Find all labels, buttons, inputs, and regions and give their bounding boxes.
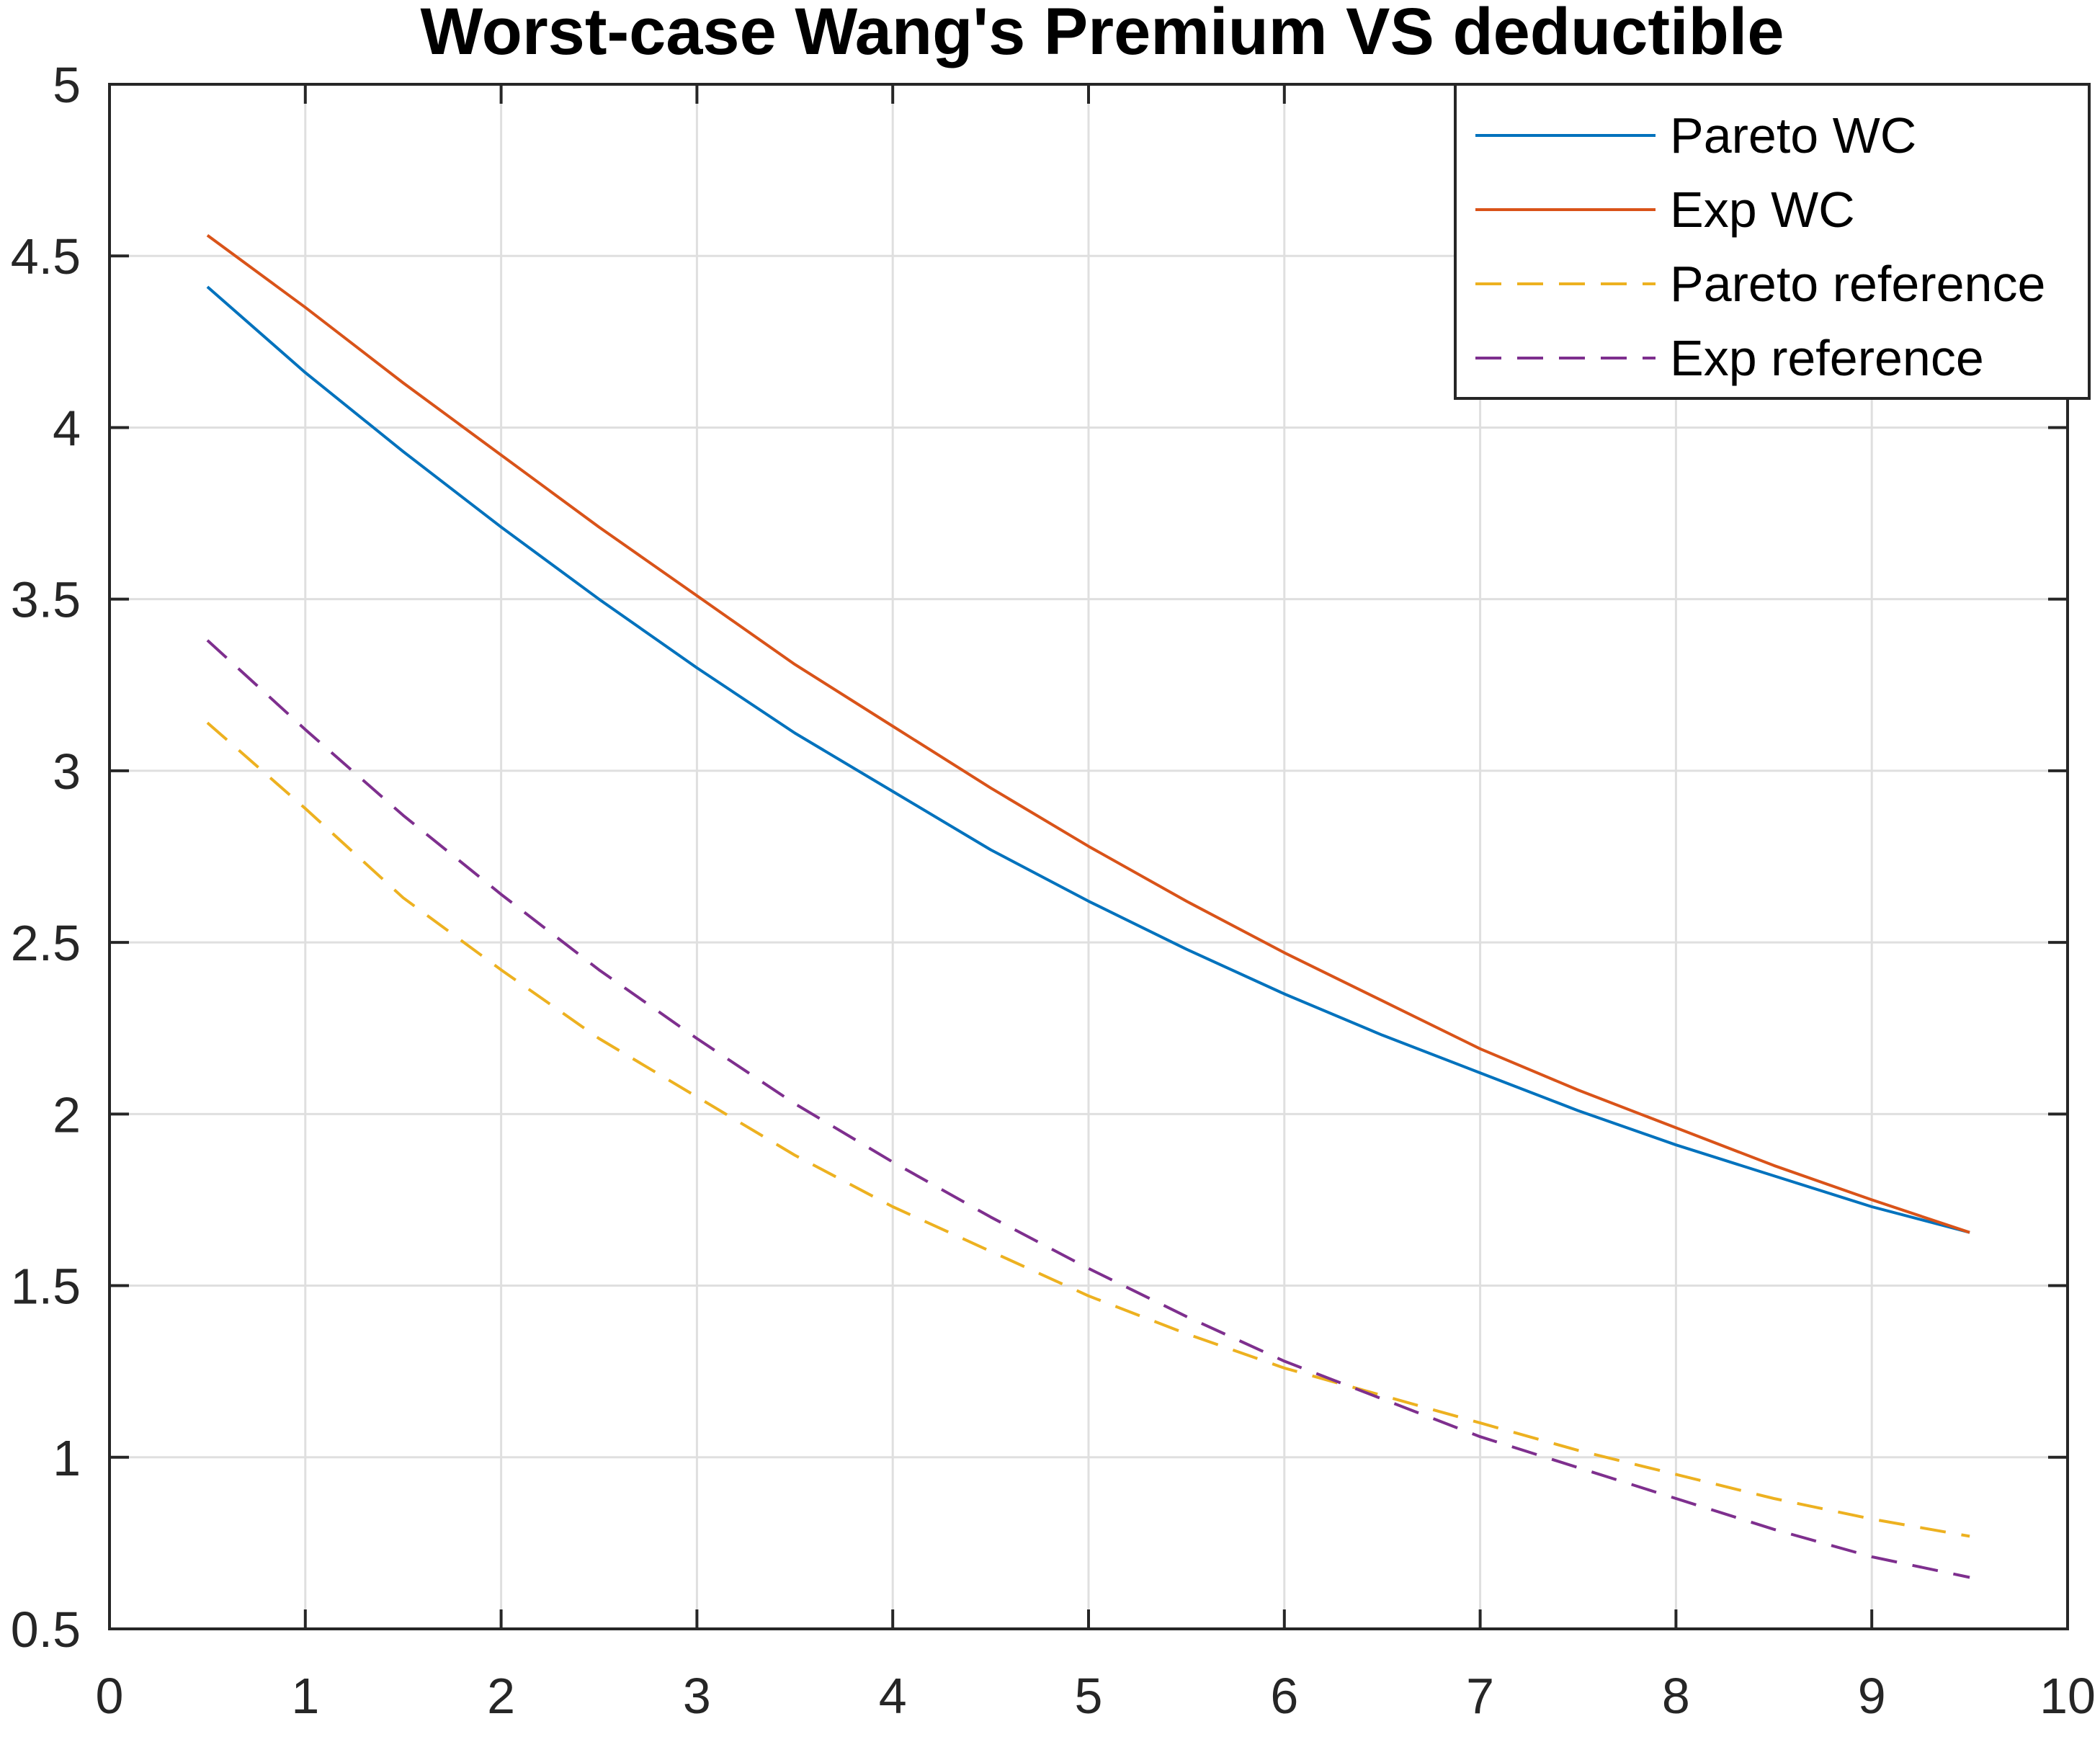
legend: Pareto WC Exp WC Pareto reference Exp refer… (1454, 83, 2091, 400)
plot-area-frame (108, 83, 2069, 1630)
y-tick-label: 2 (53, 1086, 81, 1143)
axis-ticks: 0 1 2 3 4 5 6 7 8 9 10 0.5 1 1.5 2 2.5 3 3.5 4 4.5 5 (11, 57, 2096, 1724)
x-tick-label: 9 (1858, 1668, 1886, 1724)
x-tick-label: 6 (1270, 1668, 1298, 1724)
x-tick-label: 4 (879, 1668, 907, 1724)
x-tick-label: 7 (1466, 1668, 1494, 1724)
legend-label: Exp reference (1670, 330, 1984, 386)
y-tick-label: 1 (53, 1430, 81, 1486)
series-line-exp-wc (206, 233, 1970, 1234)
x-tick-label: 3 (683, 1668, 711, 1724)
legend-label: Exp WC (1670, 182, 1855, 238)
series-line-pareto-reference (206, 721, 1970, 1538)
x-tick-label: 10 (2039, 1668, 2096, 1724)
series-group (206, 233, 1970, 1579)
x-tick-label: 0 (96, 1668, 124, 1724)
chart-title: Worst-case Wang's Premium VS deductible (420, 0, 1784, 68)
legend-label: Pareto reference (1670, 256, 2045, 312)
x-tick-label: 1 (291, 1668, 319, 1724)
x-tick-label: 8 (1662, 1668, 1690, 1724)
y-tick-label: 4.5 (11, 228, 81, 285)
x-tick-label: 5 (1075, 1668, 1103, 1724)
legend-label: Pareto WC (1670, 107, 1916, 164)
y-tick-label: 2.5 (11, 915, 81, 971)
y-tick-label: 3 (53, 743, 81, 800)
series-line-exp-reference (206, 639, 1970, 1579)
series-line-pareto-wc (206, 285, 1970, 1234)
y-tick-label: 5 (53, 57, 81, 113)
y-tick-label: 4 (53, 400, 81, 456)
y-tick-label: 1.5 (11, 1259, 81, 1315)
y-tick-label: 0.5 (11, 1602, 81, 1658)
x-tick-label: 2 (487, 1668, 515, 1724)
y-tick-label: 3.5 (11, 572, 81, 628)
